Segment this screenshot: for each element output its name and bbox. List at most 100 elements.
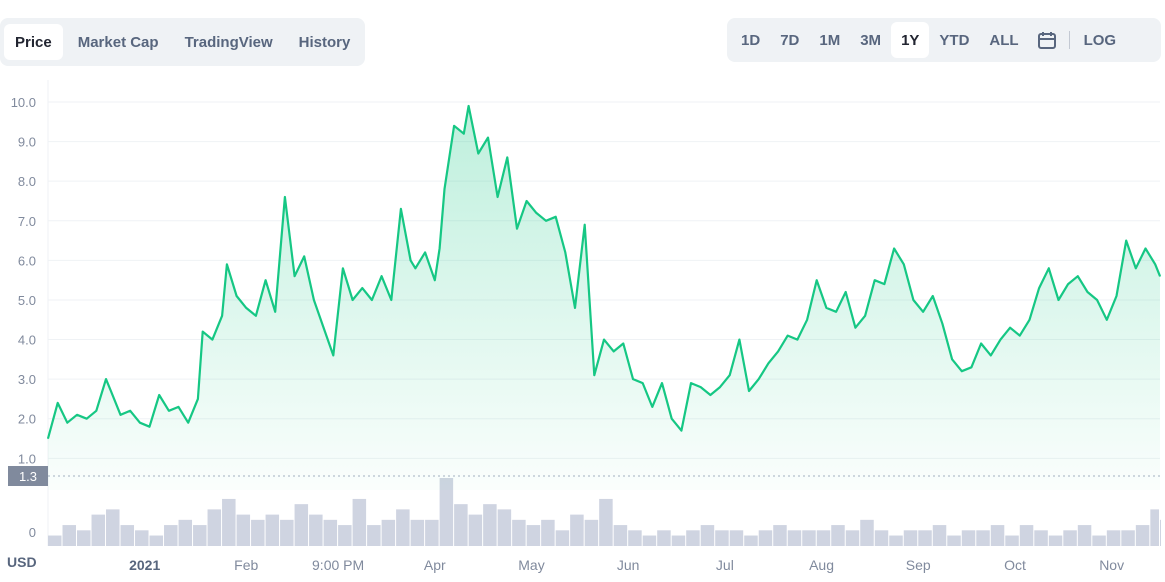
volume-bar — [657, 530, 671, 546]
price-point — [284, 196, 286, 198]
tab-market-cap[interactable]: Market Cap — [77, 33, 159, 51]
volume-bar — [106, 509, 120, 546]
price-series-line — [46, 104, 1162, 439]
volume-bar — [338, 525, 352, 546]
volume-bar — [860, 519, 874, 546]
x-tick-label: Sep — [906, 557, 931, 573]
price-point — [961, 370, 963, 372]
chart-type-tabs: Price Market Cap TradingView History — [0, 18, 365, 66]
tab-tradingview[interactable]: TradingView — [184, 33, 273, 51]
price-point — [806, 319, 808, 321]
price-point — [980, 342, 982, 345]
price-point — [371, 299, 373, 301]
price-point — [767, 362, 769, 364]
price-point — [845, 291, 847, 293]
price-point — [690, 382, 692, 384]
calendar-icon[interactable] — [1029, 22, 1065, 58]
price-point — [76, 414, 78, 416]
price-point — [177, 406, 180, 408]
price-point — [874, 279, 876, 281]
volume-bar — [396, 509, 410, 546]
price-point — [187, 422, 189, 424]
price-point — [574, 307, 576, 309]
price-point — [264, 279, 267, 281]
range-7d[interactable]: 7D — [780, 31, 800, 49]
price-point — [555, 216, 557, 218]
price-point — [439, 247, 441, 250]
volume-bar — [1048, 535, 1063, 546]
price-point — [1096, 299, 1098, 301]
price-point — [970, 366, 973, 368]
price-point — [1106, 319, 1108, 321]
volume-bar — [454, 504, 468, 546]
range-1y[interactable]: 1Y — [891, 22, 930, 58]
price-point — [414, 267, 417, 269]
range-ytd[interactable]: YTD — [939, 31, 970, 49]
x-axis-labels: 2021 Feb 9:00 PM Apr May Jun Jul Aug Sep Oct Nov — [129, 557, 1124, 573]
x-tick-label: Jun — [617, 557, 640, 573]
volume-bar — [1019, 525, 1034, 546]
volume-bar — [62, 525, 77, 546]
volume-bar — [381, 519, 396, 546]
volume-bar — [541, 519, 555, 546]
current-price-badge: 1.3 — [8, 466, 48, 486]
price-point — [453, 125, 455, 127]
range-1d[interactable]: 1D — [741, 31, 761, 49]
range-all[interactable]: ALL — [989, 31, 1019, 49]
price-point — [410, 259, 412, 261]
volume-bar — [990, 525, 1005, 546]
price-point — [168, 410, 170, 412]
price-point — [1154, 263, 1156, 265]
volume-bar — [483, 504, 497, 546]
volume-bar — [773, 525, 787, 546]
price-point — [584, 224, 586, 226]
price-point — [1019, 334, 1021, 337]
price-point — [1144, 247, 1147, 250]
y-axis-labels: 10.0 9.0 8.0 7.0 6.0 5.0 4.0 3.0 2.0 1.0 0 — [11, 95, 36, 540]
volume-bar — [787, 530, 802, 546]
range-1m[interactable]: 1M — [819, 31, 841, 49]
price-point — [129, 410, 131, 412]
price-point — [603, 338, 605, 341]
price-point — [293, 275, 296, 277]
volume-bar — [135, 530, 149, 546]
volume-bars — [48, 478, 1161, 546]
x-tick-label: 2021 — [129, 557, 160, 573]
price-point — [202, 331, 204, 333]
price-point — [1048, 267, 1050, 269]
volume-bar — [584, 519, 599, 546]
price-point — [255, 315, 257, 317]
price-point — [564, 251, 566, 254]
volume-bar — [874, 530, 889, 546]
range-3m[interactable]: 3M — [860, 31, 882, 49]
price-point — [932, 295, 934, 297]
log-scale-toggle[interactable]: LOG — [1083, 31, 1117, 49]
price-point — [941, 323, 944, 325]
volume-bar — [1034, 530, 1048, 546]
price-point — [912, 299, 915, 301]
price-point — [1125, 239, 1127, 242]
price-point — [303, 255, 305, 258]
price-point — [463, 133, 465, 135]
x-tick-label: Jul — [716, 557, 734, 573]
volume-bar — [1106, 530, 1121, 546]
y-tick-label: 6.0 — [18, 253, 36, 268]
volume-bar — [831, 525, 845, 546]
price-point — [148, 426, 151, 428]
price-point — [1038, 287, 1040, 289]
volume-bar — [758, 530, 773, 546]
price-point — [226, 263, 228, 265]
price-point — [274, 311, 276, 313]
volume-bar — [903, 530, 918, 546]
price-point — [535, 212, 537, 214]
volume-bar — [700, 525, 715, 546]
tab-price[interactable]: Price — [4, 24, 63, 60]
price-area — [48, 106, 1160, 490]
price-point — [738, 338, 740, 341]
range-divider — [1068, 31, 1070, 49]
price-point — [729, 374, 731, 376]
price-point — [342, 267, 344, 269]
volume-bar — [599, 498, 613, 546]
tab-history[interactable]: History — [298, 33, 351, 51]
y-tick-label: 7.0 — [18, 214, 36, 229]
